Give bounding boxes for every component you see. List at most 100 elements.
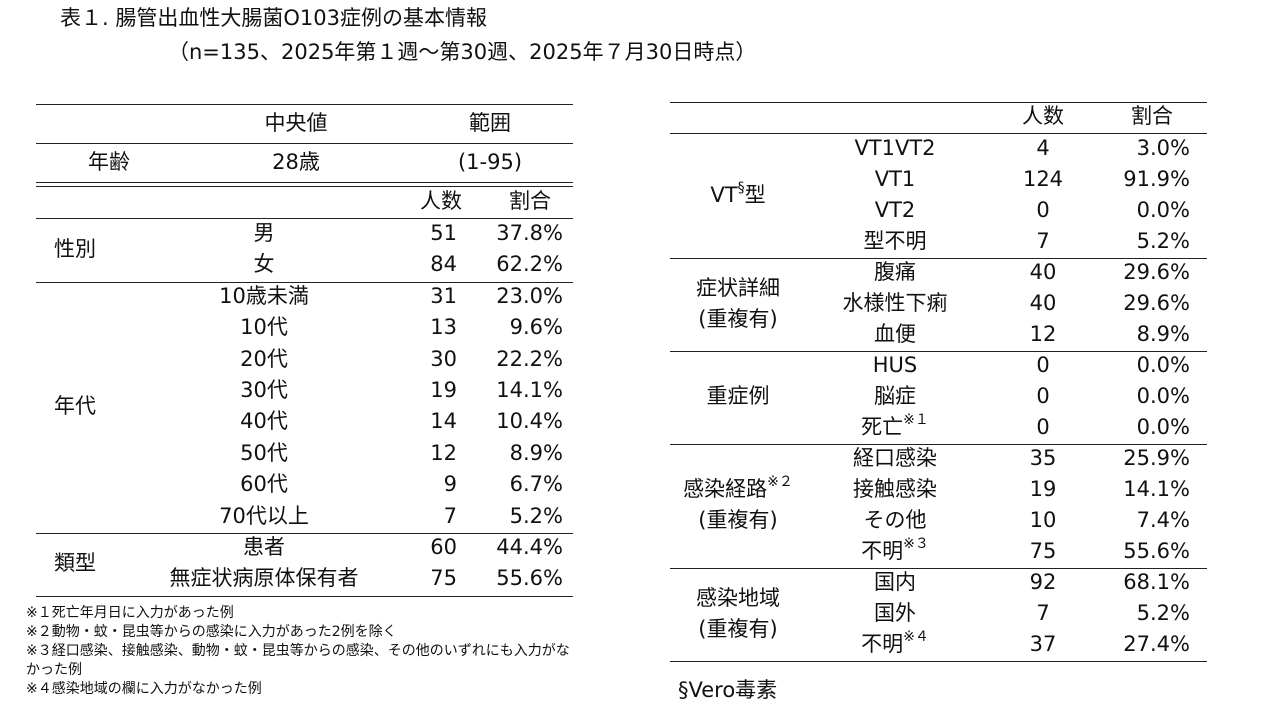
right-row-label-text: VT1 [874,167,916,191]
right-row-count: 0 [1036,384,1050,408]
left-count-header: 人数 [420,189,462,213]
right-row-label: VT2 [820,195,970,226]
left-row-label: 30代 [240,378,288,402]
right-row-label-text: 血便 [874,322,916,346]
left-row-ratio: 9.6% [509,315,563,340]
age-label: 年齢 [88,150,130,174]
left-row-label: 10歳未満 [219,283,309,308]
left-row-count: 7 [443,503,457,528]
right-group-rule [670,661,1207,662]
right-group-rule [670,444,1207,445]
right-row-count: 4 [1036,136,1050,160]
rule-top [36,104,573,105]
right-group-label: 感染地域 [670,583,806,614]
right-ratio-header: 割合 [1131,104,1173,128]
rule-double-2 [36,186,573,187]
note-line: ※４感染地域の欄に入力がなかった例 [26,681,262,697]
right-row-label-text: 水様性下痢 [842,291,948,315]
right-row-label-note: ※１ [903,412,929,428]
left-row-label: 無症状病原体保有者 [169,566,359,591]
right-row-label-text: 不明 [861,632,904,656]
right-group-label-note: ※２ [767,474,793,490]
right-group-label: 症状詳細 [670,273,806,304]
right-row-label-text: 経口感染 [853,446,937,470]
left-row-label: 女 [253,252,275,277]
right-row-ratio: 7.4% [1136,508,1190,532]
left-row-count: 13 [430,315,457,340]
left-row-label: 50代 [240,440,288,465]
right-group-label-sub: (重複有) [698,306,778,331]
vero-footnote: §Vero毒素 [678,678,778,702]
right-row-label: 腹痛 [820,257,970,288]
right-row-ratio: 0.0% [1136,415,1190,439]
right-row-label: 不明※３ [820,536,970,567]
right-group-label-text: 感染地域 [696,585,780,610]
right-row-ratio: 68.1% [1123,570,1190,594]
right-row-label: 脳症 [820,381,970,412]
right-row-count: 7 [1036,229,1050,253]
right-row-ratio: 0.0% [1136,384,1190,408]
note-line: ※１死亡年月日に入力があった例 [26,605,234,621]
right-group-label-note: § [737,179,745,196]
left-row-ratio: 62.2% [496,252,563,277]
right-group-rule [670,258,1207,259]
right-row-ratio: 25.9% [1123,446,1190,470]
right-row-label: HUS [820,350,970,381]
right-group-label-text: 重症例 [706,384,770,408]
right-row-label-text: 不明 [861,539,904,563]
left-row-ratio: 8.9% [509,440,563,465]
right-rule-header [670,133,1207,134]
right-row-count: 0 [1036,353,1050,377]
right-row-label: 水様性下痢 [820,288,970,319]
left-group-rule [36,533,573,534]
right-row-label-text: 死亡 [861,415,904,439]
age-range-header: 範囲 [469,111,511,135]
left-row-label: 60代 [240,472,288,497]
left-row-ratio: 22.2% [496,346,563,371]
right-row-label-text: VT2 [874,198,916,222]
right-row-ratio: 91.9% [1123,167,1190,191]
right-group-label: 重症例 [670,381,806,412]
left-row-ratio: 6.7% [509,472,563,497]
table-title: 表１. 腸管出血性大腸菌O103症例の基本情報 [60,6,487,30]
left-row-ratio: 55.6% [496,566,563,591]
left-row-ratio: 5.2% [509,503,563,528]
right-row-count: 40 [1029,291,1057,315]
right-row-label: 型不明 [820,226,970,257]
age-median-value: 28歳 [272,150,320,174]
right-row-ratio: 29.6% [1123,260,1190,284]
left-group-label: 類型 [54,550,96,575]
left-row-ratio: 37.8% [496,221,563,245]
left-group-label: 年代 [54,393,96,418]
right-row-ratio: 5.2% [1136,601,1190,625]
age-range-value: (1-95) [457,150,523,174]
right-row-label-note: ※４ [903,629,929,645]
right-row-label: その他 [820,505,970,536]
left-row-ratio: 14.1% [496,378,563,402]
rule-double-1 [36,182,573,183]
right-row-label: 不明※４ [820,629,970,660]
left-row-count: 12 [430,440,457,465]
right-row-ratio: 55.6% [1123,539,1190,563]
left-row-ratio: 23.0% [496,283,563,308]
right-rule-top [670,102,1207,103]
left-row-label: 患者 [243,535,285,559]
left-row-count: 60 [430,535,457,559]
right-row-label-text: 腹痛 [874,260,916,284]
left-group-rule [36,281,573,283]
right-row-count: 37 [1029,632,1057,656]
right-row-count: 10 [1029,508,1057,532]
right-row-label-text: HUS [872,353,918,377]
right-group-label: 感染経路※２ [670,474,806,505]
left-row-count: 14 [430,409,457,434]
right-row-label-note: ※３ [903,536,929,552]
right-row-label: 死亡※１ [820,412,970,443]
right-row-count: 92 [1029,570,1057,594]
rule-age-header [36,143,573,144]
right-group-label-sub: (重複有) [698,616,778,641]
note-line: ※２動物・蚊・昆虫等からの感染に入力があった2例を除く [26,624,397,640]
right-row-label: 国外 [820,598,970,629]
left-row-count: 9 [443,472,457,497]
left-group-rule [36,595,573,597]
right-row-count: 35 [1029,446,1057,470]
